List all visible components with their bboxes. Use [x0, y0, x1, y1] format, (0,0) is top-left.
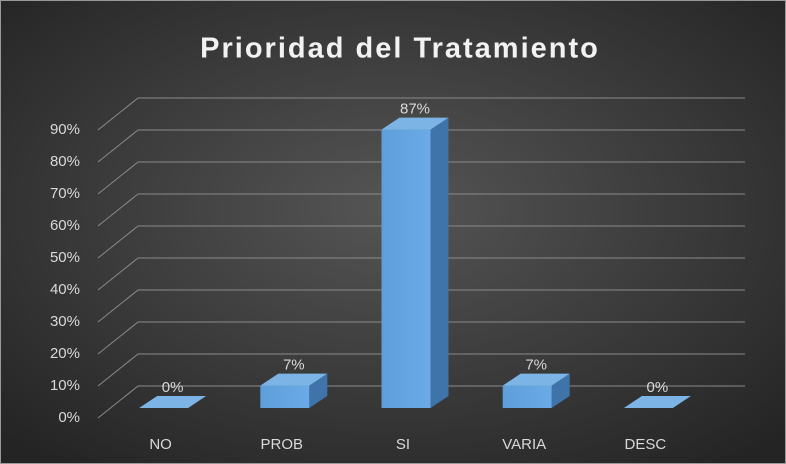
bar-top	[502, 373, 570, 386]
y-tick-label: 10%	[50, 377, 80, 394]
y-tick-label: 0%	[58, 409, 80, 426]
bar	[502, 385, 552, 408]
x-tick-label: NO	[149, 436, 172, 453]
plot-area: 0% 10% 20% 30% 40% 50% 60% 70% 80% 90% NO 0% PROB 7% S…	[50, 97, 745, 453]
y-tick-label: 40%	[50, 281, 80, 298]
bar-top	[260, 373, 328, 386]
y-tick-label: 50%	[50, 249, 80, 266]
bar-side	[430, 117, 449, 408]
bar-side	[551, 373, 570, 408]
data-label: 7%	[283, 357, 305, 374]
grid-line	[97, 161, 745, 195]
grid-line	[97, 225, 745, 259]
y-tick-label: 70%	[50, 185, 80, 202]
x-tick-label: SI	[396, 436, 410, 453]
bar	[381, 129, 431, 408]
grid-line	[97, 97, 745, 131]
bar-side	[309, 373, 328, 408]
chart-title: Prioridad del Tratamiento	[200, 33, 600, 65]
grid-line	[97, 321, 745, 355]
data-label: 87%	[400, 101, 430, 118]
bar-top	[381, 117, 449, 130]
bar-top	[139, 396, 207, 408]
bar-top	[623, 396, 691, 408]
data-label: 0%	[647, 379, 669, 396]
grid-line	[97, 129, 745, 163]
y-tick-label: 30%	[50, 313, 80, 330]
x-tick-label: PROB	[261, 436, 304, 453]
bar	[260, 385, 310, 408]
y-tick-label: 20%	[50, 345, 80, 362]
grid-line	[97, 289, 745, 323]
grid-line	[97, 257, 745, 291]
y-tick-label: 90%	[50, 121, 80, 138]
x-tick-label: DESC	[625, 436, 667, 453]
data-label: 0%	[162, 379, 184, 396]
y-tick-label: 60%	[50, 217, 80, 234]
data-label: 7%	[525, 357, 547, 374]
grid-line	[97, 193, 745, 227]
grid-line	[97, 353, 745, 387]
x-tick-label: VARIA	[502, 436, 546, 453]
y-tick-label: 80%	[50, 153, 80, 170]
